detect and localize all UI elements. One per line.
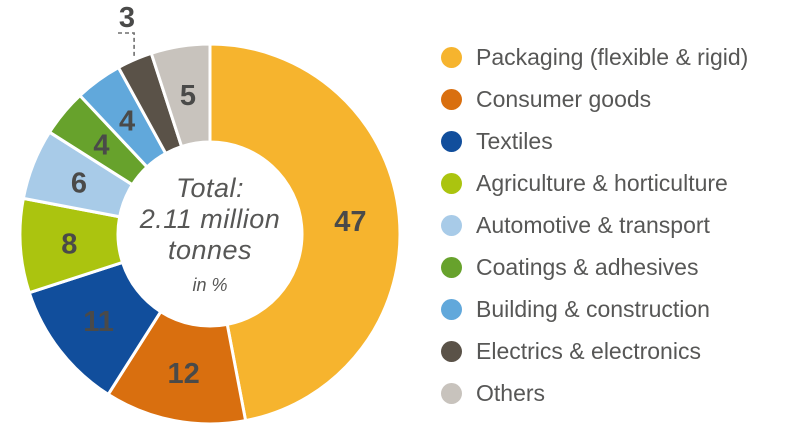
center-label-total: Total: <box>175 173 245 203</box>
legend-swatch-automotive-transport <box>441 214 462 236</box>
legend-item-others: Others <box>441 372 748 414</box>
pie-slice-packaging-flexible-rigid <box>208 42 402 423</box>
legend-item-electrics-electronics: Electrics & electronics <box>441 330 748 372</box>
slice-value-others: 5 <box>180 80 196 112</box>
legend-label-coatings-adhesives: Coatings & adhesives <box>476 253 699 280</box>
legend-swatch-others <box>441 382 462 404</box>
legend-item-automotive-transport: Automotive & transport <box>441 204 748 246</box>
legend-swatch-building-construction <box>441 298 462 320</box>
slice-value-textiles: 11 <box>83 306 114 338</box>
slice-value-automotive-transport: 6 <box>71 168 87 200</box>
legend-label-electrics-electronics: Electrics & electronics <box>476 337 701 364</box>
legend-label-packaging-flexible-rigid: Packaging (flexible & rigid) <box>476 43 749 70</box>
callout-connector-electrics-electronics <box>118 32 135 59</box>
legend-swatch-textiles <box>441 130 462 152</box>
legend-swatch-packaging-flexible-rigid <box>441 46 462 68</box>
center-label-amount: 2.11 million <box>139 204 281 234</box>
donut-chart-area: 47 12 11 8 6 4 4 3 5 Total: 2.11 million tonnes … <box>18 2 402 426</box>
slice-value-coatings-adhesives: 4 <box>93 130 109 162</box>
legend-item-packaging-flexible-rigid: Packaging (flexible & rigid) <box>441 36 748 78</box>
legend-item-consumer-goods: Consumer goods <box>441 78 748 120</box>
legend-swatch-consumer-goods <box>441 88 462 110</box>
slice-value-agriculture-horticulture: 8 <box>61 228 77 260</box>
chart-center-label: Total: 2.11 million tonnes in % <box>115 173 305 295</box>
legend-label-automotive-transport: Automotive & transport <box>476 211 710 238</box>
center-label-unit-word: tonnes <box>167 235 253 265</box>
legend-item-building-construction: Building & construction <box>441 288 748 330</box>
legend-label-building-construction: Building & construction <box>476 295 710 322</box>
slice-value-electrics-electronics: 3 <box>119 2 135 34</box>
legend-item-coatings-adhesives: Coatings & adhesives <box>441 246 748 288</box>
legend-label-consumer-goods: Consumer goods <box>476 85 652 112</box>
legend-item-textiles: Textiles <box>441 120 748 162</box>
donut-chart: 47 12 11 8 644 3 5 <box>18 2 402 426</box>
legend-swatch-electrics-electronics <box>441 340 462 362</box>
legend-swatch-coatings-adhesives <box>441 256 462 278</box>
legend-label-textiles: Textiles <box>476 127 553 154</box>
legend-label-others: Others <box>476 379 546 406</box>
center-label-note: in % <box>192 275 228 295</box>
legend-swatch-agriculture-horticulture <box>441 172 462 194</box>
chart-legend: Packaging (flexible & rigid) Consumer goo… <box>441 36 748 414</box>
slice-value-building-construction: 4 <box>119 105 135 137</box>
pie-slice-others <box>149 42 212 149</box>
legend-item-agriculture-horticulture: Agriculture & horticulture <box>441 162 748 204</box>
legend-label-agriculture-horticulture: Agriculture & horticulture <box>476 169 728 196</box>
slice-value-consumer-goods: 12 <box>167 358 199 390</box>
slice-value-packaging-flexible-rigid: 47 <box>334 206 366 238</box>
